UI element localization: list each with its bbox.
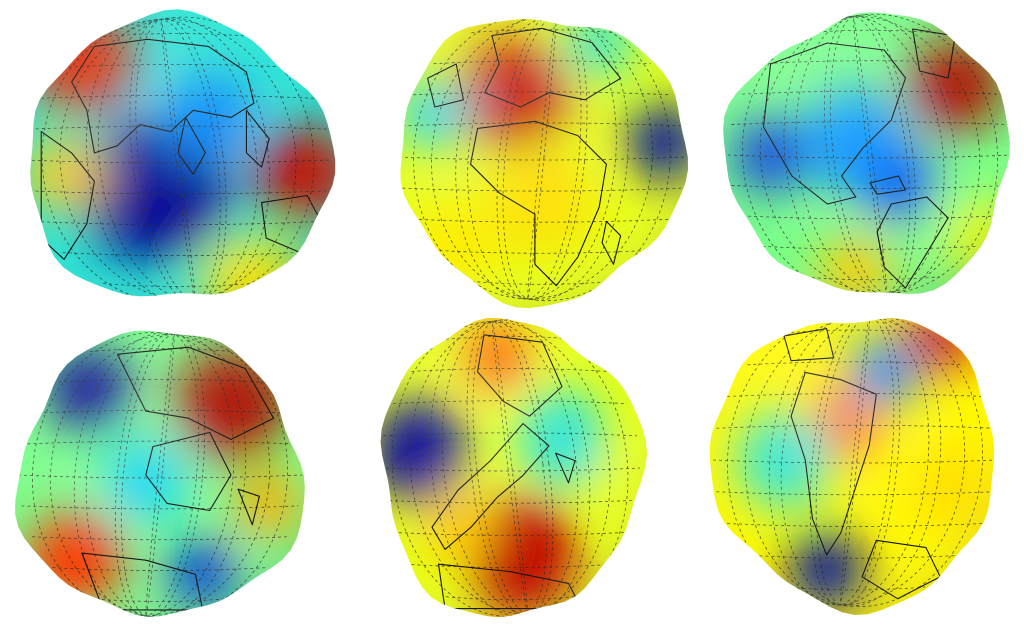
globe-pacific-australia-view	[15, 330, 305, 617]
globe-shading	[15, 330, 305, 617]
